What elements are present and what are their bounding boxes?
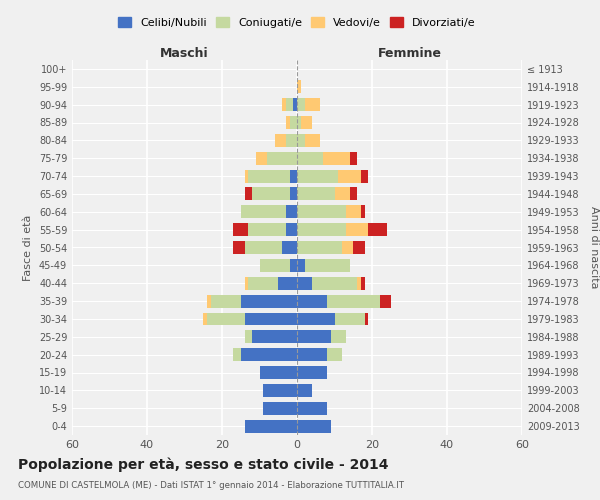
Bar (286, 98, 293, 111)
Bar (297, 366, 327, 379)
Y-axis label: Fasce di età: Fasce di età (23, 214, 33, 280)
Bar (305, 259, 349, 272)
Bar (349, 152, 357, 164)
Bar (245, 188, 252, 200)
Bar (297, 80, 301, 93)
Bar (335, 312, 365, 326)
Bar (297, 384, 312, 397)
Bar (346, 223, 368, 236)
Bar (297, 188, 335, 200)
Bar (263, 402, 297, 414)
Bar (297, 206, 346, 218)
Bar (245, 330, 252, 343)
Bar (290, 116, 297, 129)
Bar (327, 348, 342, 361)
Bar (290, 259, 297, 272)
Bar (286, 116, 290, 129)
Bar (241, 348, 297, 361)
Y-axis label: Anni di nascita: Anni di nascita (589, 206, 599, 289)
Bar (297, 402, 327, 414)
Bar (301, 116, 312, 129)
Bar (233, 223, 248, 236)
Bar (245, 170, 248, 182)
Bar (327, 294, 380, 308)
Bar (245, 312, 297, 326)
Bar (297, 170, 338, 182)
Bar (245, 420, 297, 432)
Bar (361, 277, 365, 289)
Bar (252, 330, 297, 343)
Bar (211, 294, 241, 308)
Bar (297, 116, 301, 129)
Bar (248, 223, 286, 236)
Bar (207, 312, 245, 326)
Text: Maschi: Maschi (160, 47, 209, 60)
Bar (275, 134, 286, 147)
Bar (368, 223, 387, 236)
Bar (335, 188, 349, 200)
Bar (357, 277, 361, 289)
Bar (297, 259, 305, 272)
Bar (297, 277, 312, 289)
Bar (297, 223, 346, 236)
Bar (338, 170, 361, 182)
Bar (267, 152, 297, 164)
Bar (286, 134, 297, 147)
Bar (293, 98, 297, 111)
Bar (290, 188, 297, 200)
Bar (361, 170, 368, 182)
Bar (256, 152, 267, 164)
Bar (361, 206, 365, 218)
Bar (203, 312, 207, 326)
Bar (297, 134, 305, 147)
Bar (260, 259, 290, 272)
Bar (245, 241, 282, 254)
Bar (282, 241, 297, 254)
Bar (207, 294, 211, 308)
Bar (297, 152, 323, 164)
Bar (297, 312, 335, 326)
Bar (297, 420, 331, 432)
Bar (297, 98, 305, 111)
Bar (286, 206, 297, 218)
Bar (297, 294, 327, 308)
Bar (241, 206, 286, 218)
Bar (252, 188, 290, 200)
Bar (260, 366, 297, 379)
Bar (248, 170, 290, 182)
Text: Popolazione per età, sesso e stato civile - 2014: Popolazione per età, sesso e stato civil… (18, 458, 389, 472)
Bar (297, 241, 342, 254)
Legend: Celibi/Nubili, Coniugati/e, Vedovi/e, Divorziati/e: Celibi/Nubili, Coniugati/e, Vedovi/e, Di… (118, 17, 476, 28)
Bar (331, 330, 346, 343)
Bar (365, 312, 368, 326)
Bar (380, 294, 391, 308)
Bar (305, 134, 320, 147)
Bar (312, 277, 357, 289)
Bar (342, 241, 353, 254)
Bar (245, 277, 248, 289)
Bar (297, 330, 331, 343)
Bar (353, 241, 365, 254)
Bar (290, 170, 297, 182)
Bar (297, 348, 327, 361)
Bar (286, 223, 297, 236)
Bar (241, 294, 297, 308)
Bar (349, 188, 357, 200)
Bar (233, 241, 245, 254)
Bar (263, 384, 297, 397)
Bar (248, 277, 278, 289)
Bar (323, 152, 349, 164)
Bar (305, 98, 320, 111)
Text: Femmine: Femmine (377, 47, 442, 60)
Bar (346, 206, 361, 218)
Bar (282, 98, 286, 111)
Bar (233, 348, 241, 361)
Text: COMUNE DI CASTELMOLA (ME) - Dati ISTAT 1° gennaio 2014 - Elaborazione TUTTITALIA: COMUNE DI CASTELMOLA (ME) - Dati ISTAT 1… (18, 481, 404, 490)
Bar (278, 277, 297, 289)
